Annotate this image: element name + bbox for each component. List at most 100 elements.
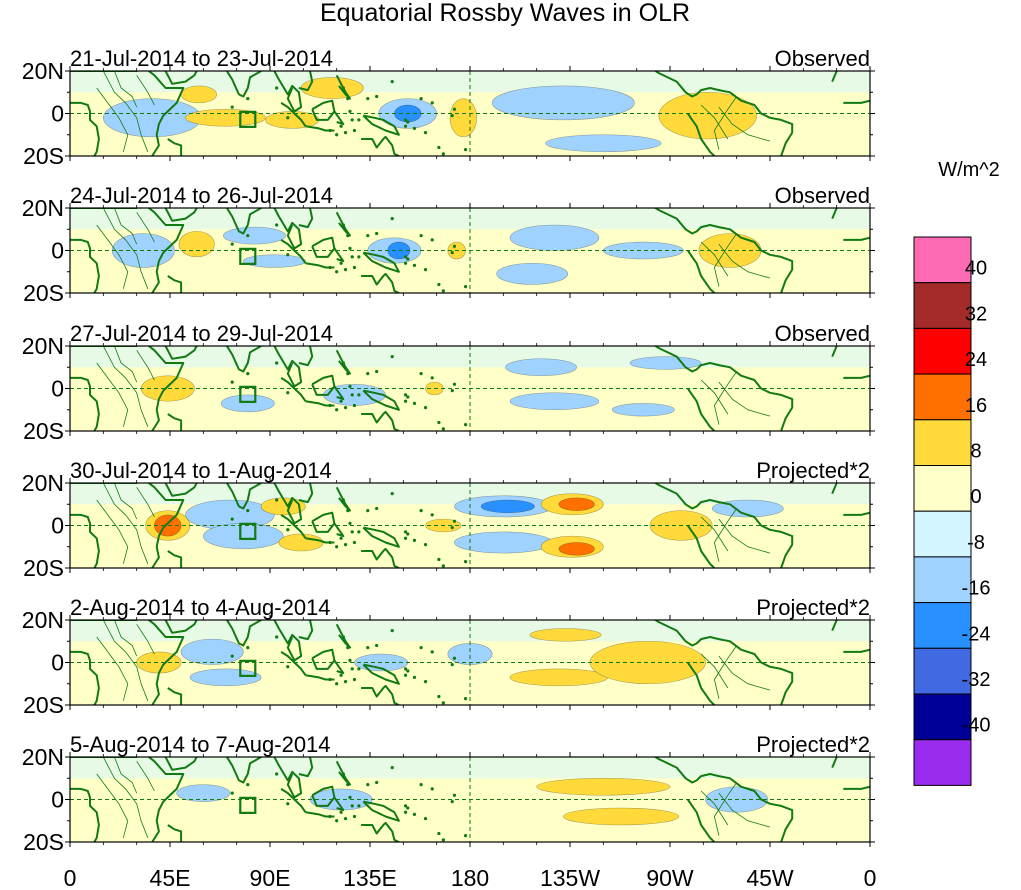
country-border (713, 96, 738, 150)
coastline (362, 389, 400, 411)
island (423, 131, 428, 135)
island (343, 268, 348, 272)
island (463, 834, 468, 838)
country-border (700, 516, 729, 552)
coastline (70, 757, 185, 842)
map-panel: 20N 0 20S 21-Jul-2014 to 23-Jul-2014 Observe… (22, 46, 875, 169)
coastline (70, 620, 185, 705)
coastline (345, 483, 348, 484)
country-border (718, 243, 771, 279)
country-border (136, 212, 155, 243)
y-tick-label: 20N (22, 744, 64, 770)
island (375, 94, 379, 99)
island (419, 234, 423, 238)
coastline (653, 346, 794, 431)
colorbar-swatch (913, 373, 972, 421)
x-tick-label: 135E (343, 865, 397, 890)
island (341, 498, 345, 502)
island (339, 810, 343, 814)
colorbar-unit: W/m^2 (938, 159, 1000, 181)
country-border (114, 71, 138, 108)
country-border (102, 757, 149, 838)
coastline (653, 208, 794, 293)
coastline (843, 236, 870, 241)
panel-type-label: Observed (775, 321, 870, 346)
island (450, 251, 454, 255)
island (246, 509, 250, 513)
island (346, 234, 350, 238)
island (463, 285, 468, 289)
country-border (718, 518, 771, 554)
anomaly-contour (447, 643, 493, 665)
island (412, 675, 417, 679)
island (441, 289, 445, 293)
island (230, 242, 234, 246)
country-border (713, 233, 738, 287)
coastline (333, 796, 345, 812)
colorbar-tick-label: -32 (962, 669, 991, 691)
panel-date-range: 5-Aug-2014 to 7-Aug-2014 (70, 732, 331, 757)
island (423, 268, 428, 272)
country-border (114, 757, 138, 794)
island (352, 403, 357, 408)
island (463, 423, 468, 427)
coastline (345, 346, 348, 347)
island (352, 814, 357, 819)
island (450, 114, 454, 118)
island (357, 255, 361, 259)
panel-type-label: Observed (775, 183, 870, 208)
x-tick-label: 135W (540, 865, 600, 890)
island (452, 107, 457, 111)
anomaly-contour (563, 807, 680, 826)
anomaly-contour (611, 403, 675, 417)
coastline (653, 71, 794, 156)
island (346, 97, 350, 101)
island (423, 543, 428, 547)
coastline (345, 71, 348, 72)
island (441, 564, 445, 568)
island (452, 382, 457, 386)
anomaly-contour (178, 231, 215, 258)
colorbar-tick-label: -8 (967, 532, 985, 554)
island (463, 148, 468, 152)
coastline (298, 71, 314, 92)
island (406, 120, 410, 124)
country-border (136, 487, 155, 518)
coastline (167, 824, 183, 842)
coastline (831, 483, 838, 494)
coastline (653, 757, 794, 842)
island (423, 680, 428, 684)
coastline (831, 71, 838, 82)
coastline (70, 71, 185, 156)
anomaly-contour (491, 85, 635, 121)
coastline (298, 483, 314, 504)
anomaly-contour (505, 358, 577, 377)
coastline (333, 247, 345, 263)
coastline (164, 757, 198, 771)
island (390, 766, 394, 770)
coastline (831, 620, 838, 631)
colorbar-swatch (913, 602, 972, 649)
coastline (164, 208, 198, 222)
island (348, 795, 352, 799)
y-tick-label: 20N (22, 607, 64, 633)
island (406, 257, 410, 261)
island (275, 223, 279, 227)
island (403, 673, 408, 677)
coastline (70, 650, 100, 705)
coastline (70, 346, 185, 431)
anomaly-contour (180, 85, 217, 104)
y-tick-label: 20S (23, 555, 64, 581)
island (441, 152, 445, 156)
island (390, 492, 394, 496)
colorbar-swatch (913, 510, 972, 558)
coastline (362, 526, 400, 548)
anomaly-contour (545, 134, 662, 153)
island (343, 406, 348, 410)
island (348, 109, 352, 113)
colorbar-tick-label: -40 (962, 715, 991, 737)
anomaly-contour (480, 499, 535, 514)
island (450, 800, 454, 804)
panel-date-range: 27-Jul-2014 to 29-Jul-2014 (70, 321, 333, 346)
island (343, 543, 348, 547)
